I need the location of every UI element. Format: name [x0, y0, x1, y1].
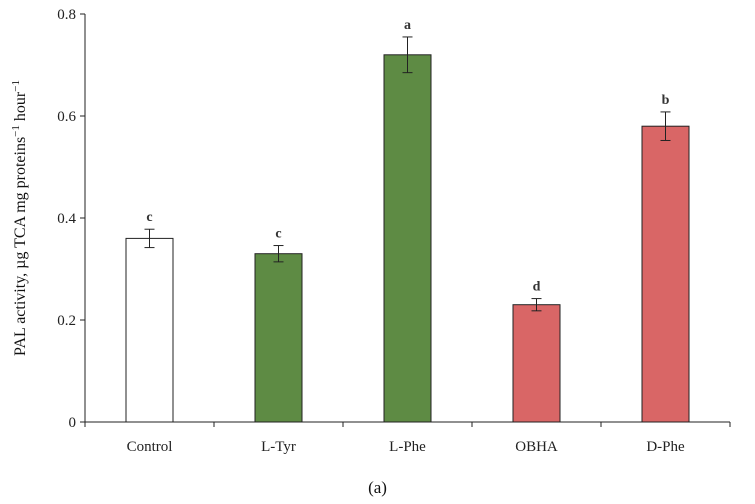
y-tick-label: 0.4 [57, 211, 76, 227]
figure-caption: (a) [368, 478, 387, 497]
y-tick-label: 0.6 [57, 109, 76, 125]
significance-letter: b [662, 93, 670, 108]
x-tick-label: L-Phe [389, 439, 426, 455]
bar-control [125, 237, 174, 423]
x-tick-label: L-Tyr [261, 439, 296, 455]
bar-l-phe [383, 54, 432, 423]
y-tick-label: 0 [69, 415, 77, 431]
significance-letter: c [146, 210, 152, 225]
y-axis-label: PAL activity, µg TCA mg proteins−1 hour−… [10, 80, 29, 356]
bar-obha [512, 304, 561, 423]
y-tick-label: 0.2 [57, 313, 76, 329]
x-tick-label: D-Phe [646, 439, 685, 455]
x-tick-label: OBHA [515, 439, 558, 455]
significance-letter: a [404, 18, 411, 33]
bar-d-phe [641, 125, 690, 423]
bar-l-tyr [254, 253, 303, 423]
bars [125, 36, 690, 423]
labels: 0 0.2 0.4 0.6 0.8 c Control c L-Tyr a L-Phe d OBHA b D… [57, 7, 685, 455]
y-tick-label: 0.8 [57, 7, 76, 23]
x-tick-label: Control [127, 439, 173, 455]
significance-letter: d [533, 280, 541, 295]
significance-letter: c [275, 227, 281, 242]
